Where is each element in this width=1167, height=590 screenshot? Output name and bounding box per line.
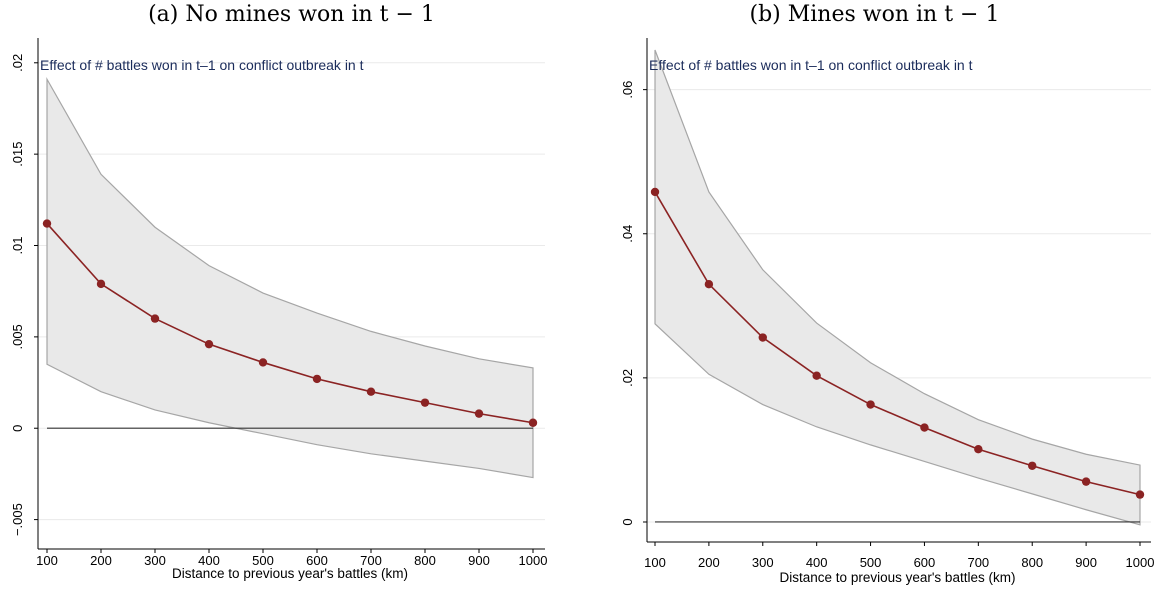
panel-a-x-tick-label-700: 700 [360, 553, 382, 568]
panel-a-y-tick-label-4: .015 [10, 141, 25, 166]
panel-a-x-tick-label-300: 300 [144, 553, 166, 568]
panel-b-x-tick-label-1000: 1000 [1126, 555, 1155, 570]
panel-b-ci-band [654, 49, 1141, 526]
panel-a-estimate-point-100 [42, 219, 52, 228]
panel-a-ci-band [46, 76, 534, 479]
panel-a-estimate-point-300 [150, 314, 160, 323]
panel-b-y-tick-label-2: .04 [620, 225, 635, 243]
panel-b-estimate-point-500 [866, 400, 875, 409]
panel-a-estimate-point-1000 [528, 418, 538, 427]
panel-b-estimate-point-100 [650, 187, 660, 197]
panel-a-y-tick-label-3: .01 [10, 236, 25, 254]
panel-a-estimate-point-400 [204, 339, 214, 349]
panel-b-estimate-point-200 [704, 279, 714, 289]
panel-b-x-tick-label-800: 800 [1021, 555, 1043, 570]
panel-a-y-tick-label-0: −.005 [10, 503, 25, 536]
panel-a-estimate-point-800 [420, 398, 430, 407]
panel-a-y-tick-label-5: .02 [10, 54, 25, 72]
panel-b-x-tick-label-600: 600 [914, 555, 936, 570]
panel-a-estimate-point-600 [312, 374, 322, 384]
panel-a-estimate-point-700 [366, 387, 376, 396]
panel-b-estimate-point-900 [1081, 477, 1091, 486]
panel-a-x-tick-label-900: 900 [468, 553, 490, 568]
panel-b-estimate-line [654, 191, 1141, 496]
panel-a-y-tick-label-2: .005 [10, 324, 25, 349]
panel-b-estimate-point-1000 [1135, 490, 1145, 499]
panel-a-estimate-point-500 [258, 358, 268, 367]
panel-b-x-tick-label-400: 400 [806, 555, 828, 570]
panel-a-estimate-point-900 [474, 409, 484, 418]
panel-b-y-tick-label-0: 0 [620, 518, 635, 525]
panel-b-x-tick-label-100: 100 [644, 555, 666, 570]
panel-a-y-tick-label-1: 0 [10, 425, 25, 432]
panel-a-x-tick-label-100: 100 [36, 553, 58, 568]
panel-b-x-tick-label-300: 300 [752, 555, 774, 570]
panel-a-x-tick-label-500: 500 [252, 553, 274, 568]
panel-a-x-tick-label-1000: 1000 [519, 553, 548, 568]
panel-b-x-axis-title: Distance to previous year's battles (km) [780, 570, 1016, 585]
panel-b-estimate-point-600 [920, 423, 929, 432]
panel-b-estimate-point-400 [812, 371, 821, 380]
panel-a-title: (a) No mines won in t − 1 [148, 2, 435, 27]
panel-b-x-tick-label-700: 700 [967, 555, 989, 570]
panel-a-estimate-point-200 [96, 279, 106, 289]
panel-b-y-tick-label-3: .06 [620, 81, 635, 99]
panel-b-annotation: Effect of # battles won in t–1 on confli… [649, 57, 973, 73]
panel-a-x-tick-label-200: 200 [90, 553, 112, 568]
panel-b-x-tick-label-200: 200 [698, 555, 720, 570]
panel-a-x-tick-label-400: 400 [198, 553, 220, 568]
panel-a-x-tick-label-800: 800 [414, 553, 436, 568]
panel-b-x-tick-label-500: 500 [860, 555, 882, 570]
panel-b-x-tick-label-900: 900 [1075, 555, 1097, 570]
panel-a-x-tick-label-600: 600 [306, 553, 328, 568]
panel-b-title: (b) Mines won in t − 1 [749, 2, 1000, 27]
panel-b-estimate-point-700 [974, 445, 983, 454]
panel-a-estimate-line [46, 223, 534, 424]
panel-b-estimate-point-800 [1028, 461, 1037, 470]
panel-a-annotation: Effect of # battles won in t–1 on confli… [40, 57, 364, 73]
panel-b-y-tick-label-1: .02 [620, 369, 635, 387]
panel-a-x-axis-title: Distance to previous year's battles (km) [172, 566, 408, 581]
panel-b-estimate-point-300 [758, 333, 767, 342]
